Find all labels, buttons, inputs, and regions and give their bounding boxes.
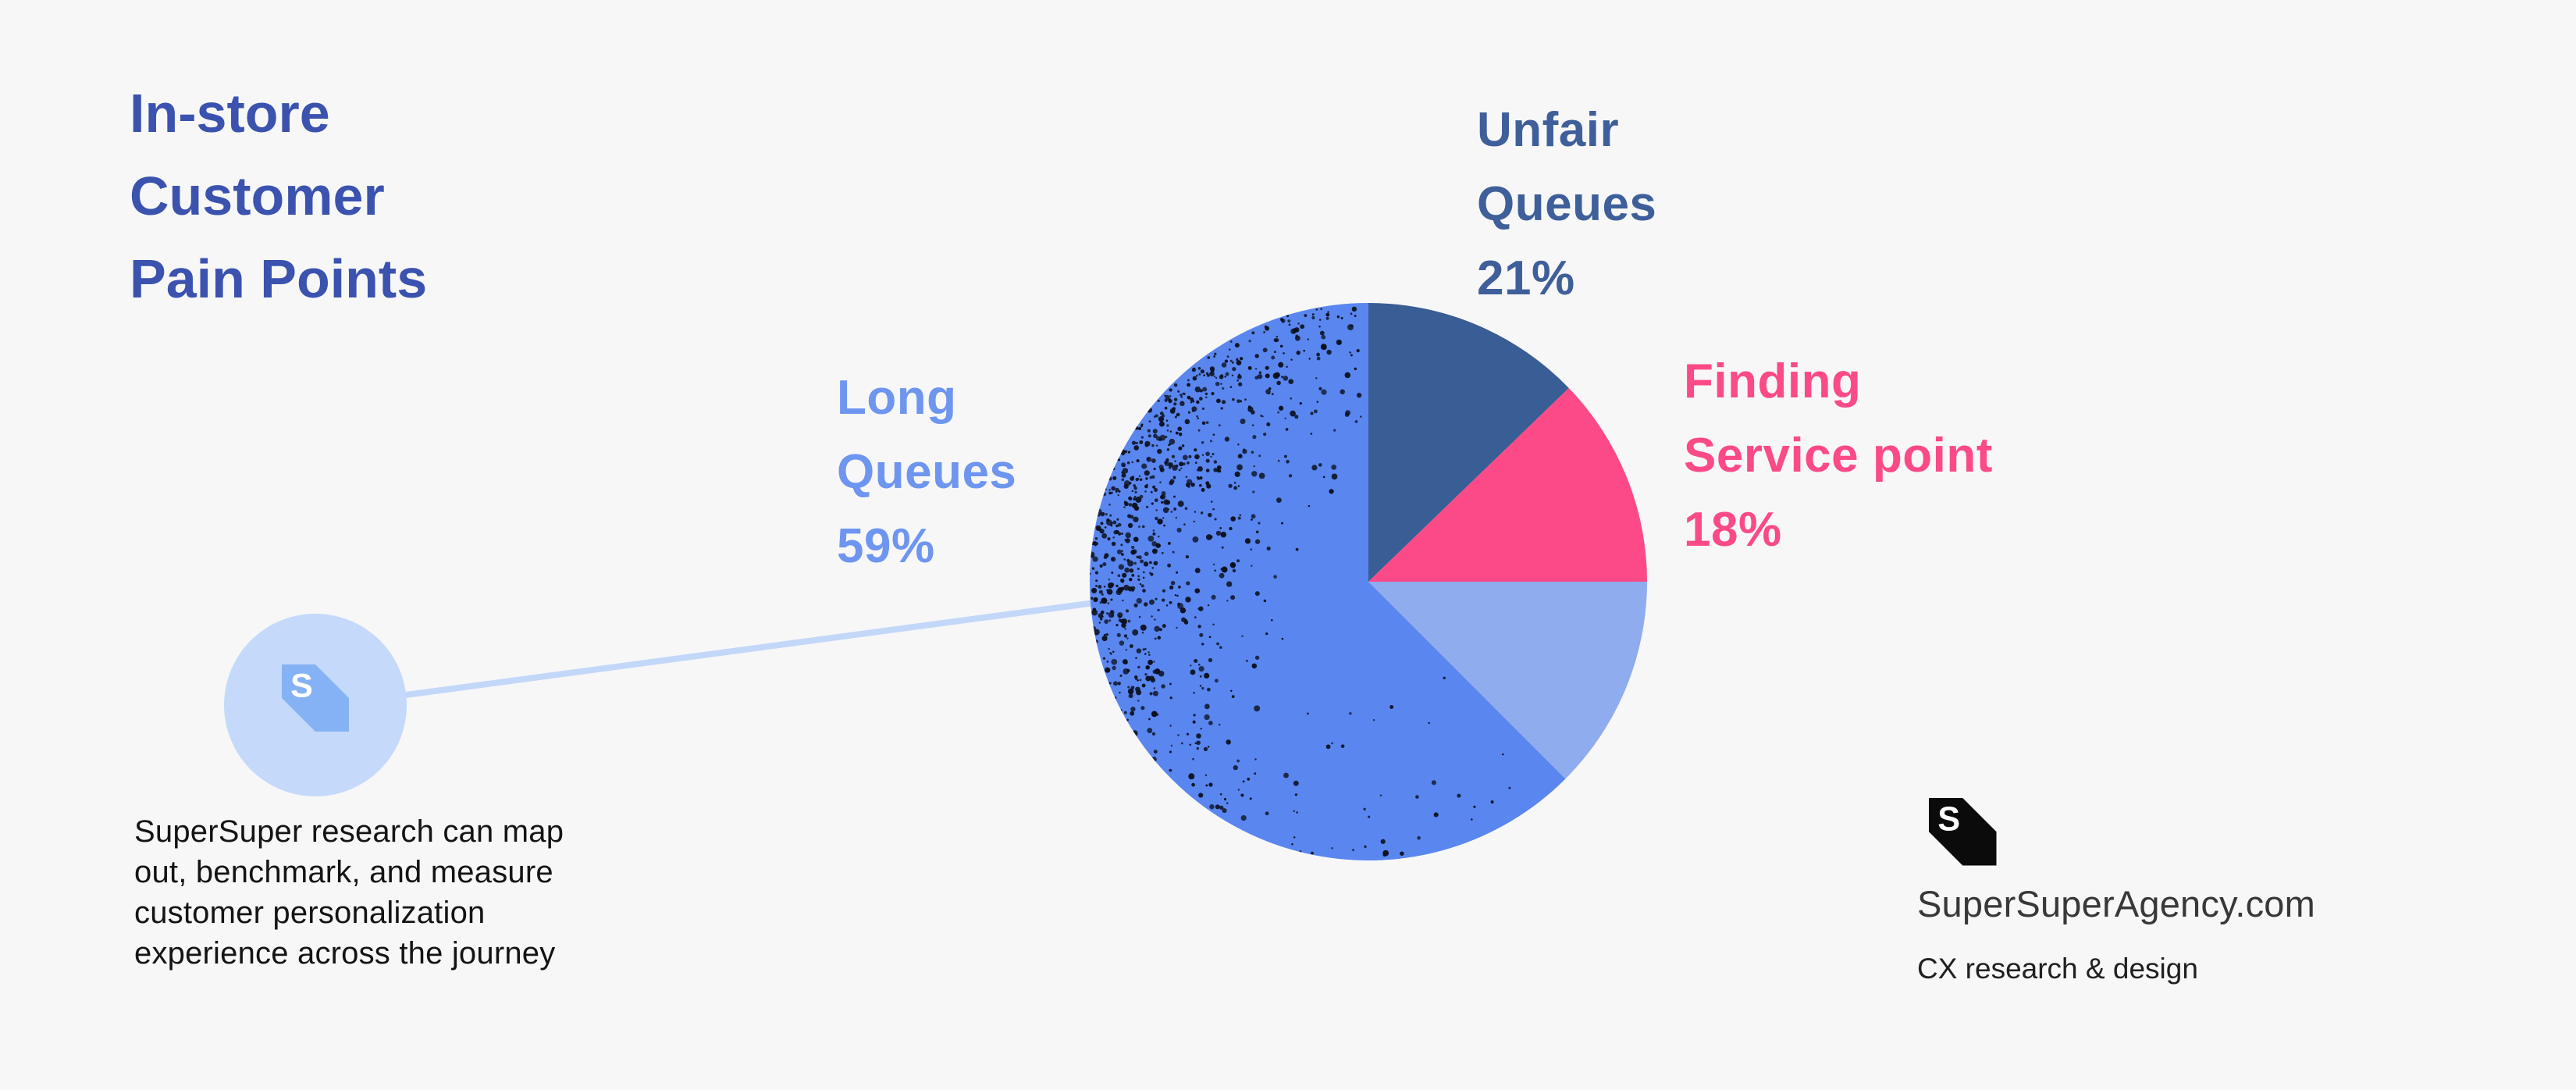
annotation-text-line: SuperSuper research can map (134, 814, 564, 849)
slice-label-long-queues: Long Queues 59% (837, 361, 1016, 583)
pie-slice-finding-service-point (1368, 388, 1647, 582)
pie-slice-long-queues (1090, 303, 1566, 860)
annotation-text-line: experience across the journey (134, 936, 556, 971)
page-title-line: In-store (130, 83, 330, 144)
pie-speckle-texture (1090, 306, 1511, 857)
pie-slice-unfair-queues (1368, 303, 1569, 582)
slice-label-line: Finding (1684, 354, 1862, 408)
page-title-line: Pain Points (130, 248, 428, 309)
page-title-line: Customer (130, 166, 385, 226)
annotation-tag-icon: S (282, 664, 349, 732)
footer-tagline: CX research & design (1917, 953, 2198, 985)
slice-label-line: Queues (837, 445, 1017, 499)
slice-label-value: 59% (837, 519, 935, 573)
pie-chart (1090, 303, 1647, 860)
annotation-text-line: out, benchmark, and measure (134, 855, 553, 889)
annotation-text: SuperSuper research can map out, benchma… (134, 811, 564, 974)
slice-label-line: Queues (1477, 177, 1657, 231)
slice-label-finding-service-point: Finding Service point 18% (1684, 344, 1993, 567)
slice-label-line: Service point (1684, 429, 1993, 483)
slice-label-value: 18% (1684, 503, 1782, 557)
pie-slice-unlabeled (1368, 582, 1647, 779)
annotation-text-line: customer personalization (134, 896, 486, 930)
slice-label-line: Long (837, 371, 957, 425)
slice-label-line: Unfair (1477, 103, 1620, 157)
annotation-tag-letter: S (290, 667, 313, 704)
slice-label-unfair-queues: Unfair Queues 21% (1477, 93, 1656, 315)
footer-site: SuperSuperAgency.com (1917, 883, 2315, 924)
slice-label-value: 21% (1477, 251, 1575, 305)
connector-line (403, 600, 1098, 698)
page-title: In-store Customer Pain Points (130, 72, 427, 320)
